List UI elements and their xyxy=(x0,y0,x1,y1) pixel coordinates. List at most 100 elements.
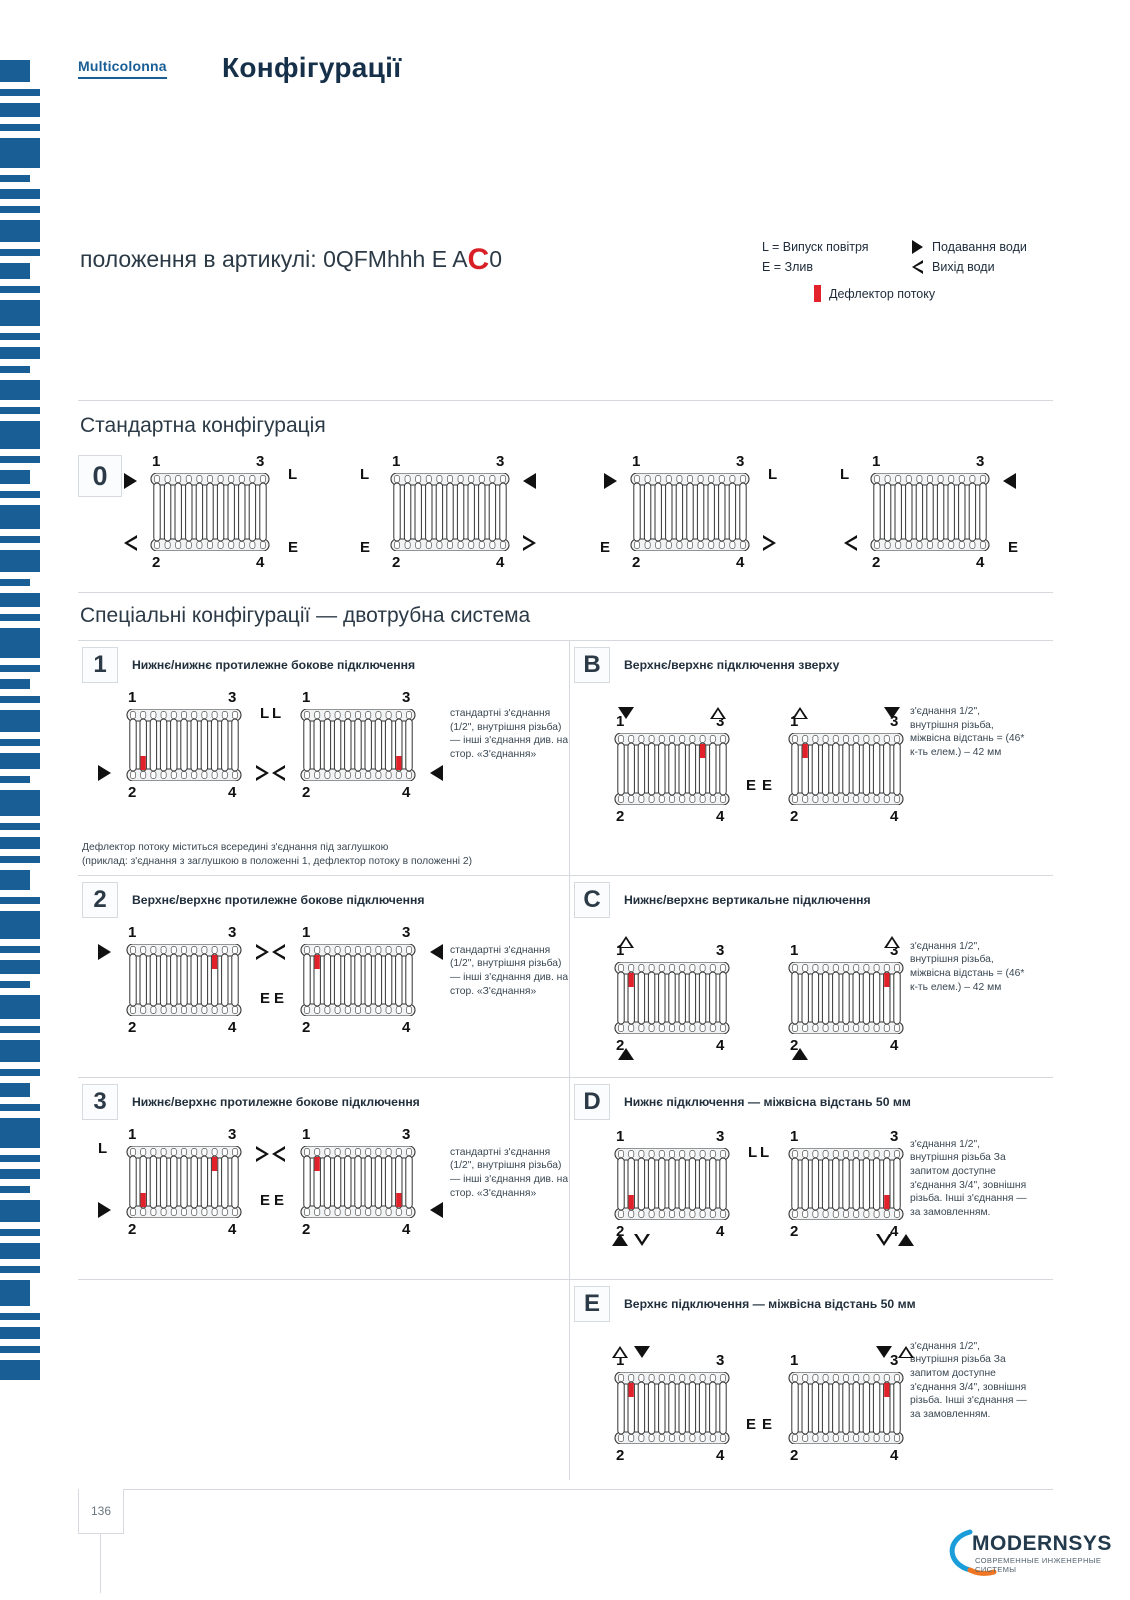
radiator-drawing xyxy=(150,473,270,551)
radiator-drawing xyxy=(870,473,990,551)
config-header-2: 2 Верхнє/верхнє протилежне бокове підклю… xyxy=(78,876,569,922)
strip-bar xyxy=(0,421,40,449)
config-note-D: з'єднання 1/2", внутрішня різьба За запи… xyxy=(910,1138,1027,1218)
strip-bar xyxy=(0,286,40,293)
flow-deflector-mark xyxy=(212,954,218,969)
port-number-4: 4 xyxy=(228,1018,237,1036)
port-number-4: 4 xyxy=(976,554,985,571)
port-letter-E: E xyxy=(274,989,285,1007)
flow-deflector-mark xyxy=(396,756,402,770)
config-row-3-D: 3 Нижнє/верхнє протилежне бокове підключ… xyxy=(78,1076,1053,1279)
port-number-2: 2 xyxy=(128,1018,137,1036)
port-number-1: 1 xyxy=(302,689,311,706)
port-number-4: 4 xyxy=(890,1036,899,1054)
port-number-4: 4 xyxy=(890,1446,899,1464)
water-out-marker xyxy=(792,707,808,719)
port-number-4: 4 xyxy=(716,1036,725,1054)
config-badge-3: 3 xyxy=(82,1083,118,1120)
deflector-icon xyxy=(814,285,821,302)
strip-bar xyxy=(0,981,30,988)
standard-badge: 0 xyxy=(78,455,122,497)
section-heading-standard: Стандартна конфігурація xyxy=(80,414,326,437)
radiator-diagram: 1 3 2 4 E xyxy=(98,924,270,1036)
strip-bar xyxy=(0,491,40,498)
port-number-4: 4 xyxy=(736,554,745,571)
flow-deflector-mark xyxy=(884,972,890,987)
config-body-C: з'єднання 1/2", внутрішня різьба, міжвіс… xyxy=(570,922,1053,1077)
strip-bar xyxy=(0,300,40,326)
port-number-2: 2 xyxy=(302,1018,311,1036)
port-number-2: 2 xyxy=(616,1222,625,1240)
flow-deflector-mark xyxy=(628,972,634,987)
radiator-diagram: 1 3 2 4 L E xyxy=(840,453,1018,571)
port-number-1: 1 xyxy=(790,1351,799,1369)
radiator-diagram: 1 3 2 4 E xyxy=(612,1345,756,1464)
config-cell-3: 3 Нижнє/верхнє протилежне бокове підключ… xyxy=(78,1077,570,1279)
config-badge-2: 2 xyxy=(82,881,118,918)
port-letter-E: E xyxy=(762,777,773,794)
strip-bar xyxy=(0,911,40,939)
config-title-2: Верхнє/верхнє протилежне бокове підключе… xyxy=(132,892,425,907)
port-number-1: 1 xyxy=(128,923,137,941)
config-body-1: стандартні з'єднання (1/2", внутрішня рі… xyxy=(78,687,569,837)
flow-deflector-mark xyxy=(884,1194,890,1209)
port-number-1: 1 xyxy=(632,453,641,470)
port-number-2: 2 xyxy=(790,1036,799,1054)
port-letter-E: E xyxy=(762,1415,773,1433)
port-number-1: 1 xyxy=(128,1125,137,1143)
port-number-4: 4 xyxy=(716,1446,725,1464)
standard-config-band: 0 1 3 2 4 L E 1 3 2 4 L E 1 3 2 4 L E 1 3 2 4 L E xyxy=(78,453,1053,585)
port-number-2: 2 xyxy=(790,1446,799,1464)
special-config-grid: 1 Нижнє/нижнє протилежне бокове підключе… xyxy=(78,640,1053,1481)
port-number-3: 3 xyxy=(496,453,505,470)
port-number-3: 3 xyxy=(228,689,237,706)
config-body-B: з'єднання 1/2", внутрішня різьба, міжвіс… xyxy=(570,687,1053,872)
strip-bar xyxy=(0,960,40,974)
config-header-E: E Верхнє підключення — міжвісна відстань… xyxy=(570,1280,1053,1326)
port-number-1: 1 xyxy=(392,453,401,470)
config-header-D: D Нижнє підключення — міжвісна відстань … xyxy=(570,1078,1053,1124)
strip-bar xyxy=(0,550,40,572)
port-number-4: 4 xyxy=(228,1220,237,1238)
port-number-3: 3 xyxy=(976,453,985,470)
strip-bar xyxy=(0,837,40,849)
water-out-marker xyxy=(124,535,137,551)
port-number-4: 4 xyxy=(256,554,265,571)
water-out-marker xyxy=(763,535,776,551)
strip-bar xyxy=(0,333,40,340)
port-letter-E: E xyxy=(260,989,271,1007)
config-header-1: 1 Нижнє/нижнє протилежне бокове підключе… xyxy=(78,641,569,687)
config-body-D: з'єднання 1/2", внутрішня різьба За запи… xyxy=(570,1124,1053,1279)
config-footnote-1: Дефлектор потоку міститься всередині з'є… xyxy=(78,837,569,875)
port-number-3: 3 xyxy=(736,453,745,470)
port-number-3: 3 xyxy=(716,941,725,959)
flow-deflector-mark xyxy=(884,1382,890,1397)
flow-deflector-mark xyxy=(628,1194,634,1209)
article-highlight-char: C xyxy=(467,243,490,276)
radiator-diagram: 1 3 2 4 L xyxy=(612,1128,757,1246)
port-number-3: 3 xyxy=(402,923,411,941)
radiator-diagram: 1 3 2 4 xyxy=(788,935,904,1060)
config-header-C: C Нижнє/верхнє вертикальне підключення xyxy=(570,876,1053,922)
legend-drain: E = Злив xyxy=(762,260,814,274)
port-number-2: 2 xyxy=(616,1446,625,1464)
legend-air-vent: L = Випуск повітря xyxy=(762,240,869,254)
logo-subtitle: СОВРЕМЕННЫЕ ИНЖЕНЕРНЫЕ СИСТЕМЫ xyxy=(975,1556,1102,1574)
water-out-marker xyxy=(256,765,269,781)
radiator-diagram: 1 3 2 4 L E xyxy=(98,1126,270,1238)
strip-bar xyxy=(0,263,30,279)
water-in-marker xyxy=(98,1201,111,1218)
config-cell-B: B Верхнє/верхнє підключення зверху з'єдн… xyxy=(570,641,1053,875)
strip-bar xyxy=(0,614,40,621)
config-cell-1: 1 Нижнє/нижнє протилежне бокове підключе… xyxy=(78,641,570,875)
port-letter-L: L xyxy=(288,466,298,483)
config-badge-C: C xyxy=(574,881,610,918)
port-number-4: 4 xyxy=(228,784,237,801)
port-number-1: 1 xyxy=(152,453,161,470)
water-in-marker xyxy=(792,1047,808,1060)
port-letter-L: L xyxy=(98,1139,108,1157)
port-letter-E: E xyxy=(746,777,757,794)
strip-bar xyxy=(0,1360,40,1380)
water-out-marker xyxy=(710,707,726,719)
strip-bar xyxy=(0,1313,40,1320)
